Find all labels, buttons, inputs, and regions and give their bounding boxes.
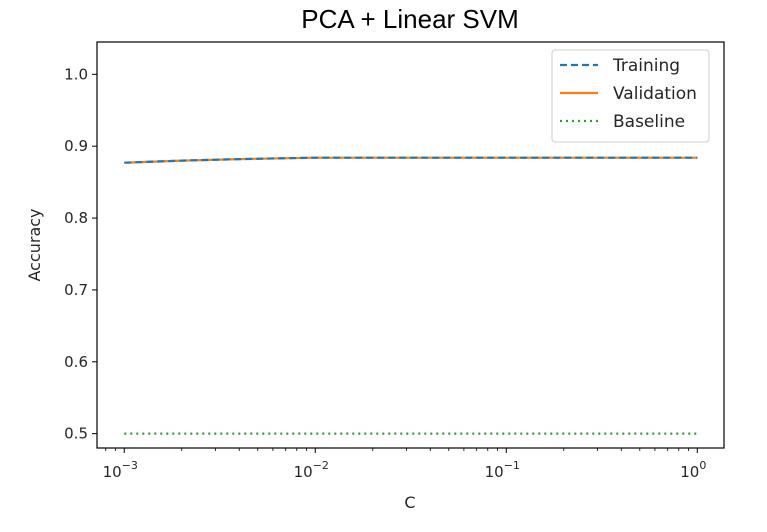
- x-tick-exp-0: −3: [122, 459, 138, 472]
- y-tick-label-3: 0.8: [64, 209, 88, 227]
- legend-frame: [551, 49, 710, 143]
- x-axis: 10−3 10−2 10−1 100: [103, 448, 706, 481]
- legend-label-training: Training: [612, 56, 680, 76]
- series-line-training: [124, 156, 698, 164]
- y-tick-label-1: 0.6: [64, 353, 88, 371]
- x-tick-label-3: 100: [680, 459, 706, 481]
- x-tick-label-2: 10−1: [485, 459, 520, 481]
- y-tick-label-5: 1.0: [64, 65, 88, 83]
- y-tick-label-2: 0.7: [64, 281, 88, 299]
- legend-label-baseline: Baseline: [613, 112, 685, 132]
- y-axis-label: Accuracy: [25, 208, 44, 281]
- x-tick-base-2: 10: [485, 463, 504, 481]
- x-tick-label-0: 10−3: [103, 459, 138, 481]
- x-tick-base-3: 10: [680, 463, 699, 481]
- legend: Training Validation Baseline: [551, 49, 710, 143]
- y-axis: 0.5 0.6 0.7 0.8 0.9 1.0: [64, 65, 97, 443]
- chart-title: PCA + Linear SVM: [301, 4, 519, 34]
- x-tick-exp-1: −2: [313, 459, 329, 472]
- series-group: [124, 156, 698, 435]
- x-tick-label-1: 10−2: [294, 459, 329, 481]
- x-tick-exp-3: 0: [699, 459, 706, 472]
- y-tick-label-4: 0.9: [64, 137, 88, 155]
- x-tick-base-1: 10: [294, 463, 313, 481]
- y-tick-label-0: 0.5: [64, 425, 88, 443]
- x-axis-label: C: [404, 493, 415, 512]
- legend-label-validation: Validation: [613, 84, 697, 104]
- x-tick-exp-2: −1: [504, 459, 520, 472]
- x-tick-base-0: 10: [103, 463, 122, 481]
